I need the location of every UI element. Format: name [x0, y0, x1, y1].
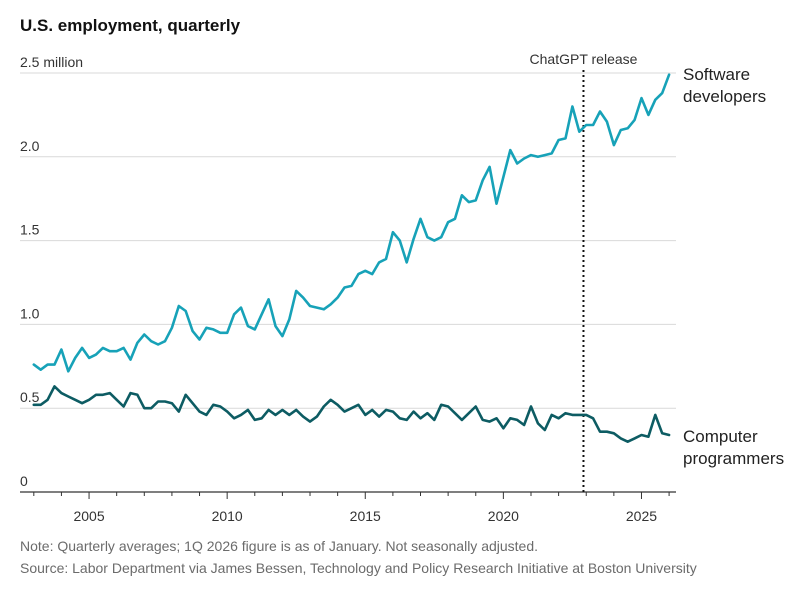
- chatgpt-release-label: ChatGPT release: [530, 51, 638, 67]
- y-tick-label-0: 0: [20, 473, 28, 489]
- chart-note: Note: Quarterly averages; 1Q 2026 figure…: [20, 538, 539, 554]
- y-axis-tick-labels: 0 0.5 1.0 1.5 2.0 2.5 million: [20, 54, 83, 489]
- chatgpt-annotation: ChatGPT release: [530, 51, 638, 492]
- software-developers-label-line-2: developers: [683, 87, 766, 106]
- y-tick-label-0.5: 0.5: [20, 389, 40, 405]
- x-tick-label-2015: 2015: [350, 508, 381, 524]
- chart-title: U.S. employment, quarterly: [20, 16, 241, 35]
- software-developers-label: Software developers: [683, 65, 766, 106]
- computer-programmers-label: Computer programmers: [683, 427, 784, 468]
- y-tick-label-2.5: 2.5 million: [20, 54, 83, 70]
- software-developers-line: [32, 73, 671, 373]
- gridlines: [20, 72, 676, 409]
- line-chart: 0 0.5 1.0 1.5 2.0 2.5 million 2005 2010 2015 202…: [20, 51, 784, 524]
- series-labels: Software developers Computer programmers: [683, 65, 784, 468]
- computer-programmers-label-line-2: programmers: [683, 449, 784, 468]
- x-tick-label-2005: 2005: [73, 508, 104, 524]
- y-tick-label-1.5: 1.5: [20, 222, 40, 238]
- x-tick-label-2025: 2025: [626, 508, 657, 524]
- chart-source: Source: Labor Department via James Besse…: [20, 560, 697, 576]
- x-tick-label-2010: 2010: [212, 508, 243, 524]
- y-tick-label-1: 1.0: [20, 305, 40, 321]
- series-lines: [32, 73, 671, 443]
- x-tick-label-2020: 2020: [488, 508, 519, 524]
- x-axis: 2005 2010 2015 2020 2025: [20, 491, 676, 524]
- y-tick-label-2: 2.0: [20, 138, 40, 154]
- computer-programmers-line: [32, 385, 671, 443]
- computer-programmers-label-line-1: Computer: [683, 427, 758, 446]
- software-developers-label-line-1: Software: [683, 65, 750, 84]
